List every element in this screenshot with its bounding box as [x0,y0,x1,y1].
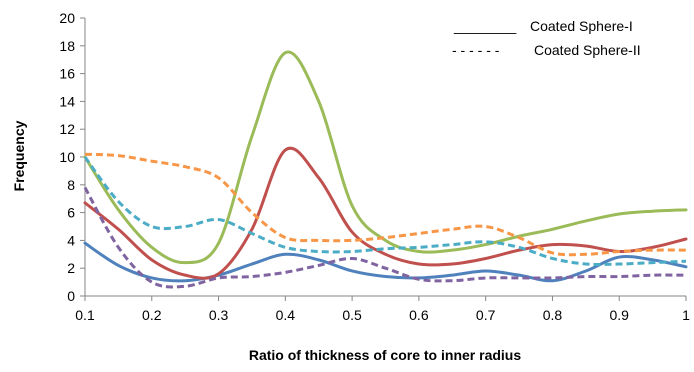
y-tick-label: 14 [59,93,75,109]
x-axis-title: Ratio of thickness of core to inner radi… [249,347,521,363]
legend: ________ Coated Sphere-I - - - - - - Coa… [452,18,641,58]
y-tick-label: 4 [67,232,75,248]
x-tick-label: 0.1 [75,307,95,323]
series-line-5-dashed [83,156,687,266]
series-line-3-solid [83,50,688,265]
legend-entry-1-label: Coated Sphere-I [530,18,633,34]
x-tick-label: 0.9 [609,307,629,323]
y-tick-label: 0 [67,288,75,304]
x-tick-label: 0.3 [209,307,229,323]
x-tick-label: 0.2 [142,307,162,323]
x-tick-label: 0.6 [409,307,429,323]
y-tick-label: 2 [67,260,75,276]
y-axis-title: Frequency [11,120,27,191]
y-tick-label: 16 [59,66,75,82]
series-line-1-solid [83,241,688,283]
x-tick-label: 0.4 [276,307,296,323]
y-tick-label: 20 [59,10,75,26]
x-axis-ticks: 0.1 0.2 0.3 0.4 0.5 0.6 0.7 0.8 0.9 1 [75,296,690,323]
legend-entry-1-symbol: ________ [453,18,517,34]
series-line-4-dashed [83,186,687,289]
x-tick-label: 0.7 [476,307,496,323]
y-tick-label: 18 [59,38,75,54]
y-tick-label: 6 [67,205,75,221]
legend-entry-2-symbol: - - - - - - [452,42,500,58]
y-tick-label: 10 [59,149,75,165]
legend-entry-2-label: Coated Sphere-II [534,42,641,58]
series-line-2-solid [83,146,688,280]
x-tick-label: 0.8 [543,307,563,323]
series-layer [83,50,688,289]
y-axis-ticks: 0 2 4 6 8 10 12 14 16 18 20 [59,10,85,304]
series-line-6-dashed [84,152,687,257]
y-tick-label: 8 [67,177,75,193]
x-tick-label: 0.5 [342,307,362,323]
y-tick-label: 12 [59,121,75,137]
x-tick-label: 1 [682,307,690,323]
